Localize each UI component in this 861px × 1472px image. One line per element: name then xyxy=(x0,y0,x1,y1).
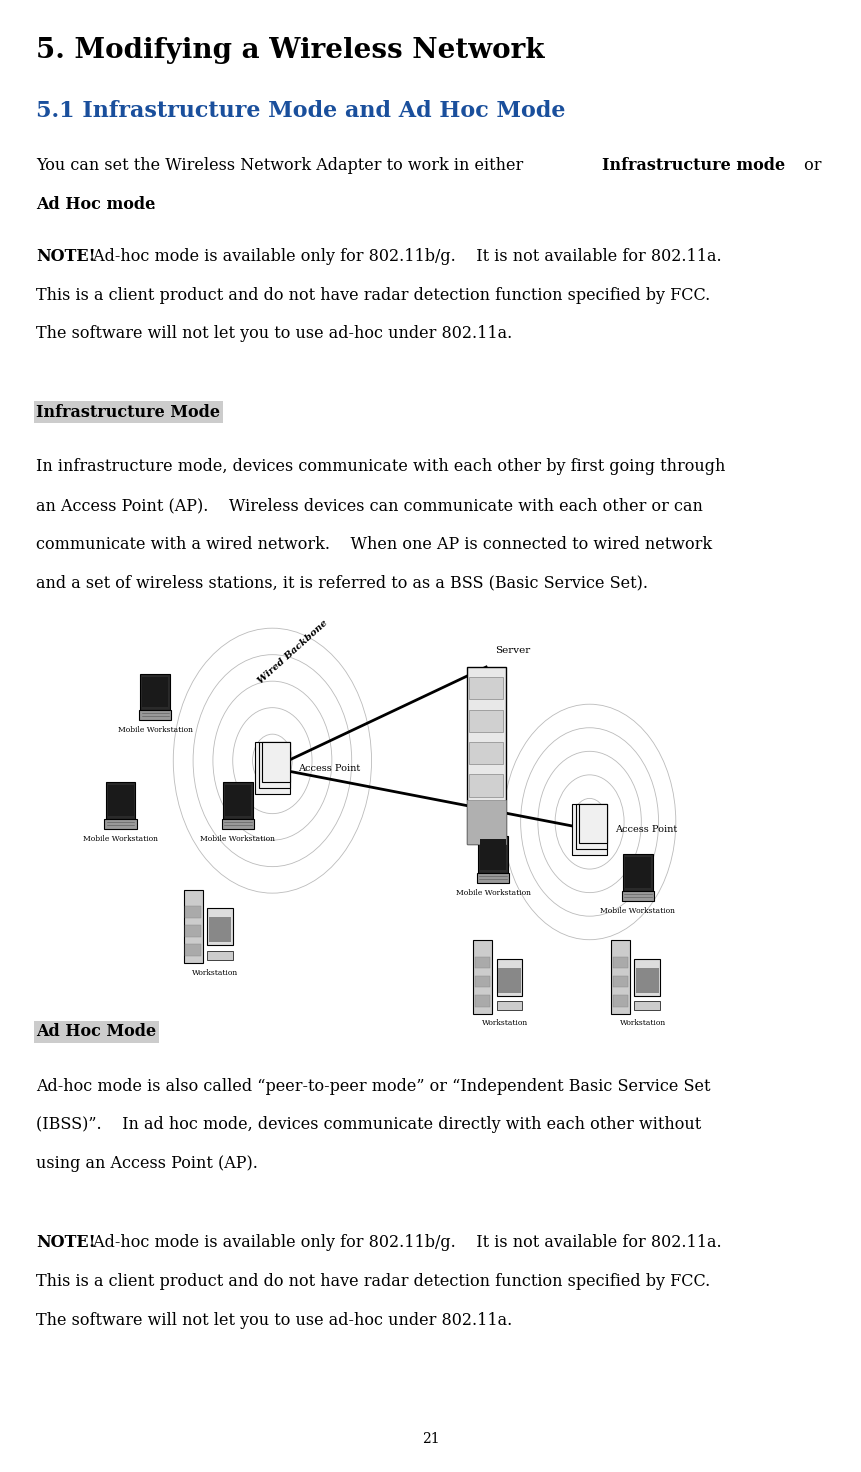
FancyBboxPatch shape xyxy=(635,967,658,992)
Text: Mobile Workstation: Mobile Workstation xyxy=(200,835,276,842)
Text: Access Point: Access Point xyxy=(298,764,360,773)
FancyBboxPatch shape xyxy=(621,891,653,901)
FancyBboxPatch shape xyxy=(104,818,137,829)
FancyBboxPatch shape xyxy=(142,677,168,708)
Text: (IBSS)”.    In ad hoc mode, devices communicate directly with each other without: (IBSS)”. In ad hoc mode, devices communi… xyxy=(36,1116,701,1133)
FancyBboxPatch shape xyxy=(476,873,509,883)
Text: Ad-hoc mode is available only for 802.11b/g.    It is not available for 802.11a.: Ad-hoc mode is available only for 802.11… xyxy=(88,247,721,265)
Text: using an Access Point (AP).: using an Access Point (AP). xyxy=(36,1156,257,1172)
Text: Access Point: Access Point xyxy=(615,824,677,833)
FancyBboxPatch shape xyxy=(467,667,505,843)
FancyBboxPatch shape xyxy=(468,742,503,764)
FancyBboxPatch shape xyxy=(610,941,629,1014)
Text: The software will not let you to use ad-hoc under 802.11a.: The software will not let you to use ad-… xyxy=(36,325,511,343)
FancyBboxPatch shape xyxy=(207,908,232,945)
Text: an Access Point (AP).    Wireless devices can communicate with each other or can: an Access Point (AP). Wireless devices c… xyxy=(36,498,703,514)
FancyBboxPatch shape xyxy=(467,799,505,843)
Text: communicate with a wired network.    When one AP is connected to wired network: communicate with a wired network. When o… xyxy=(36,536,711,553)
FancyBboxPatch shape xyxy=(575,804,606,849)
Text: Mobile Workstation: Mobile Workstation xyxy=(455,889,530,896)
FancyBboxPatch shape xyxy=(185,945,201,957)
FancyBboxPatch shape xyxy=(208,917,231,942)
Text: NOTE!: NOTE! xyxy=(36,1234,96,1251)
Text: Server: Server xyxy=(494,646,530,655)
Text: You can set the Wireless Network Adapter to work in either: You can set the Wireless Network Adapter… xyxy=(36,158,528,174)
FancyBboxPatch shape xyxy=(185,907,201,919)
Text: Workstation: Workstation xyxy=(481,1019,528,1027)
Text: Mobile Workstation: Mobile Workstation xyxy=(117,726,193,735)
FancyBboxPatch shape xyxy=(634,1001,660,1010)
FancyBboxPatch shape xyxy=(473,941,492,1014)
FancyBboxPatch shape xyxy=(225,785,251,815)
FancyBboxPatch shape xyxy=(624,857,650,888)
FancyBboxPatch shape xyxy=(498,967,520,992)
FancyBboxPatch shape xyxy=(612,995,628,1007)
FancyBboxPatch shape xyxy=(623,854,652,891)
FancyBboxPatch shape xyxy=(258,742,289,788)
Text: Ad Hoc mode: Ad Hoc mode xyxy=(36,196,155,213)
FancyBboxPatch shape xyxy=(572,804,606,855)
Text: In infrastructure mode, devices communicate with each other by first going throu: In infrastructure mode, devices communic… xyxy=(36,458,725,475)
FancyBboxPatch shape xyxy=(480,839,505,870)
Text: 5. Modifying a Wireless Network: 5. Modifying a Wireless Network xyxy=(36,37,544,63)
FancyBboxPatch shape xyxy=(468,710,503,732)
FancyBboxPatch shape xyxy=(496,958,522,995)
FancyBboxPatch shape xyxy=(108,785,133,815)
Text: Mobile Workstation: Mobile Workstation xyxy=(599,907,675,914)
Text: The software will not let you to use ad-hoc under 802.11a.: The software will not let you to use ad-… xyxy=(36,1312,511,1329)
FancyBboxPatch shape xyxy=(612,976,628,988)
FancyBboxPatch shape xyxy=(183,891,202,964)
FancyBboxPatch shape xyxy=(140,674,170,711)
FancyBboxPatch shape xyxy=(207,951,232,960)
Text: Workstation: Workstation xyxy=(619,1019,666,1027)
Text: Mobile Workstation: Mobile Workstation xyxy=(83,835,158,842)
FancyBboxPatch shape xyxy=(468,774,503,796)
Text: or: or xyxy=(798,158,821,174)
FancyBboxPatch shape xyxy=(474,995,490,1007)
Text: .: . xyxy=(150,196,155,213)
Text: and a set of wireless stations, it is referred to as a BSS (Basic Service Set).: and a set of wireless stations, it is re… xyxy=(36,574,647,592)
Text: Ad-hoc mode is also called “peer-to-peer mode” or “Independent Basic Service Set: Ad-hoc mode is also called “peer-to-peer… xyxy=(36,1078,709,1095)
FancyBboxPatch shape xyxy=(474,957,490,969)
FancyBboxPatch shape xyxy=(478,836,507,873)
Text: 5.1 Infrastructure Mode and Ad Hoc Mode: 5.1 Infrastructure Mode and Ad Hoc Mode xyxy=(36,100,565,122)
Text: 21: 21 xyxy=(422,1431,439,1446)
Text: Workstation: Workstation xyxy=(192,969,238,976)
Text: Infrastructure Mode: Infrastructure Mode xyxy=(36,403,220,421)
Text: Infrastructure mode: Infrastructure mode xyxy=(601,158,784,174)
FancyBboxPatch shape xyxy=(579,804,606,843)
FancyBboxPatch shape xyxy=(634,958,660,995)
Text: Ad Hoc Mode: Ad Hoc Mode xyxy=(36,1023,156,1041)
FancyBboxPatch shape xyxy=(223,782,252,818)
FancyBboxPatch shape xyxy=(139,711,171,720)
Text: This is a client product and do not have radar detection function specified by F: This is a client product and do not have… xyxy=(36,1273,709,1289)
Text: Ad-hoc mode is available only for 802.11b/g.    It is not available for 802.11a.: Ad-hoc mode is available only for 802.11… xyxy=(88,1234,721,1251)
FancyBboxPatch shape xyxy=(496,1001,522,1010)
Text: Wired Backbone: Wired Backbone xyxy=(257,618,329,684)
FancyBboxPatch shape xyxy=(468,677,503,699)
FancyBboxPatch shape xyxy=(221,818,254,829)
FancyBboxPatch shape xyxy=(474,976,490,988)
Text: NOTE!: NOTE! xyxy=(36,247,96,265)
FancyBboxPatch shape xyxy=(612,957,628,969)
FancyBboxPatch shape xyxy=(185,926,201,938)
FancyBboxPatch shape xyxy=(106,782,135,818)
FancyBboxPatch shape xyxy=(255,742,289,793)
Text: This is a client product and do not have radar detection function specified by F: This is a client product and do not have… xyxy=(36,287,709,303)
FancyBboxPatch shape xyxy=(262,742,289,782)
